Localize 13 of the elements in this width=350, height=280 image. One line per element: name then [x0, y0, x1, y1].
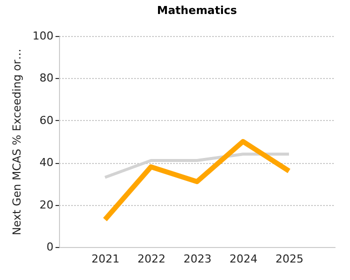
- y-tick-label: 40: [40, 156, 54, 170]
- y-tick-label: 100: [32, 30, 54, 42]
- y-tick-label: 60: [40, 114, 54, 127]
- chart-title: Mathematics: [157, 4, 238, 17]
- y-tick-label: 20: [40, 198, 54, 212]
- x-tick-label: 2025: [276, 252, 304, 266]
- x-tick-label: 2021: [92, 252, 120, 266]
- y-axis-title: Next Gen MCAS % Exceeding or…: [10, 48, 24, 236]
- x-tick-label: 2022: [138, 252, 166, 266]
- x-tick-label: 2024: [230, 252, 258, 266]
- y-tick-label: 0: [46, 240, 54, 254]
- x-tick-label: 2023: [184, 252, 212, 266]
- y-tick-label: 80: [40, 72, 54, 85]
